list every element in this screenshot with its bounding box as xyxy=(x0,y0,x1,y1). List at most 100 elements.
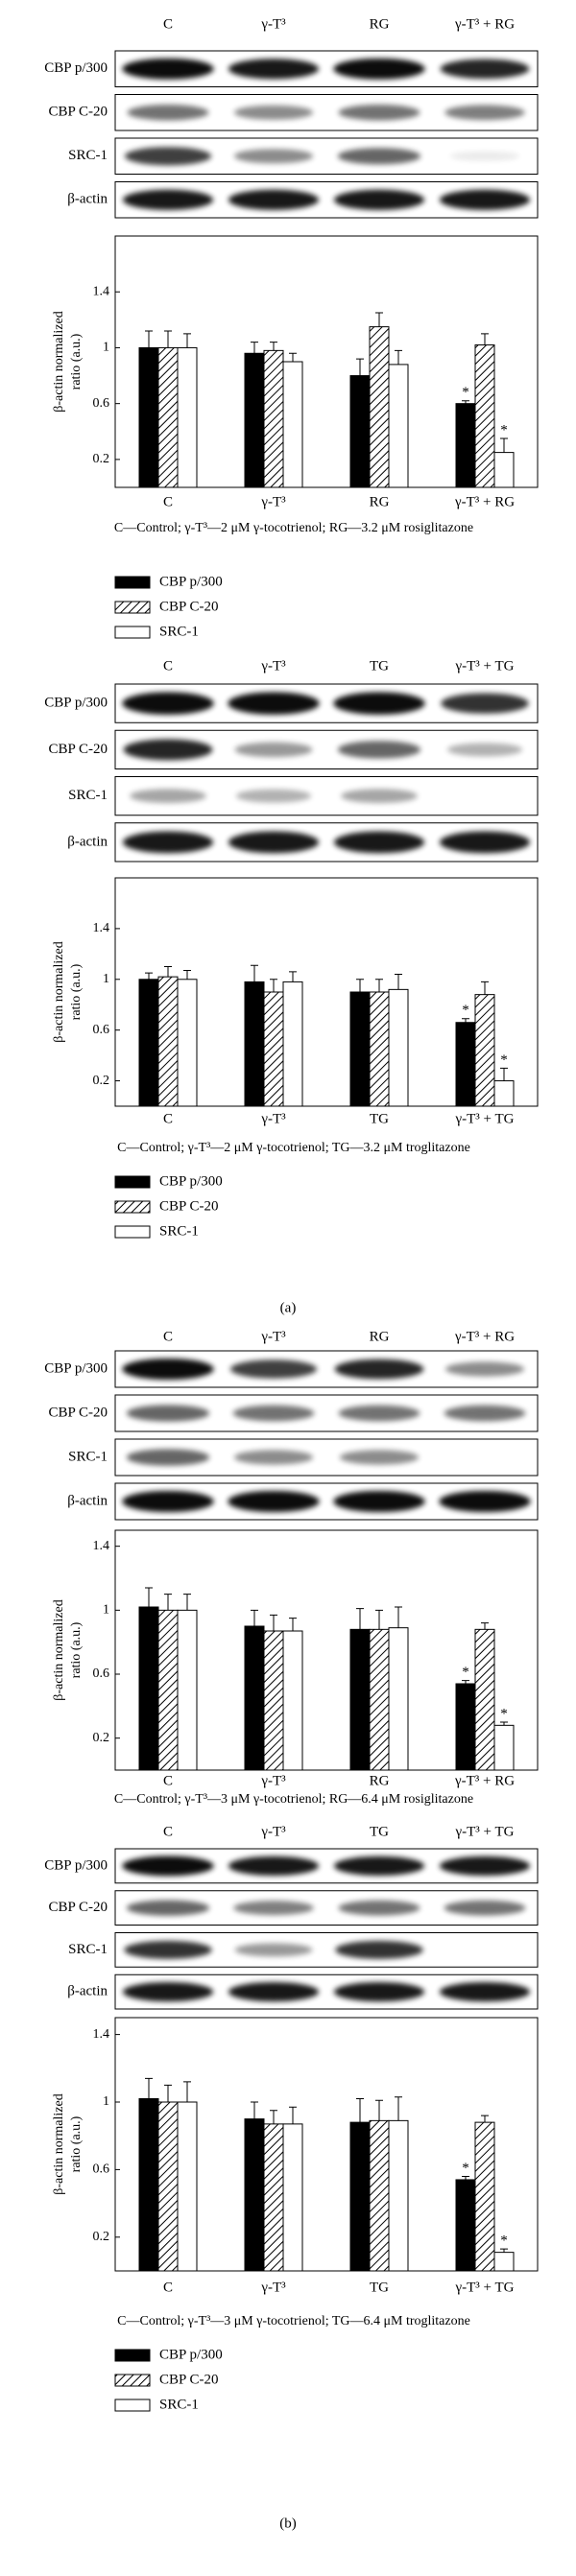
bar xyxy=(369,1628,390,1771)
blot-row-label: SRC-1 xyxy=(68,1449,108,1464)
bar xyxy=(369,326,390,488)
blot-band xyxy=(341,789,418,803)
blot-band xyxy=(126,1405,210,1422)
blot-row-label: CBP C-20 xyxy=(48,1900,108,1915)
blot-row-label: CBP C-20 xyxy=(48,1405,108,1420)
bar xyxy=(177,2101,198,2272)
bar xyxy=(157,2101,179,2272)
lane-label: RG xyxy=(370,16,390,32)
error-bar xyxy=(356,2097,364,2123)
legend-label: SRC-1 xyxy=(159,2397,199,2412)
error-bar xyxy=(500,2248,508,2253)
blot-row-label: CBP p/300 xyxy=(44,1857,108,1873)
blot-band xyxy=(333,831,425,854)
y-axis-label: β-actin normalized xyxy=(52,311,66,412)
blot-band xyxy=(333,1490,425,1513)
blot-band xyxy=(122,1855,214,1877)
x-tick-label: RG xyxy=(370,494,390,509)
blot-row-label: CBP p/300 xyxy=(44,696,108,711)
blot-band xyxy=(439,1982,531,2002)
legend-swatch xyxy=(114,1225,151,1239)
significance-star: * xyxy=(500,422,508,437)
blot-band xyxy=(228,189,320,210)
blot-band xyxy=(338,1405,420,1422)
bar xyxy=(388,988,409,1107)
error-bar xyxy=(289,352,297,362)
caption: C—Control; γ-T³—3 μM γ-tocotrienol; RG—6… xyxy=(114,1792,473,1807)
bar xyxy=(282,361,303,488)
blot-band xyxy=(233,1450,314,1465)
blot-row-label: β-actin xyxy=(67,1493,108,1508)
blot-band xyxy=(229,1359,318,1379)
bar xyxy=(388,2119,409,2272)
error-bar xyxy=(270,342,277,351)
error-bar xyxy=(183,333,191,348)
x-tick-label: C xyxy=(163,494,173,509)
y-axis-label: ratio (a.u.) xyxy=(69,333,84,390)
blot-band xyxy=(440,59,530,79)
lane-label: γ-T³ + RG xyxy=(454,16,515,32)
error-bar xyxy=(395,349,402,365)
x-tick-label: γ-T³ xyxy=(260,1111,286,1126)
blot-band xyxy=(228,692,320,715)
error-bar xyxy=(481,1622,489,1630)
lane-label: C xyxy=(163,16,173,32)
x-tick-label: TG xyxy=(370,1111,389,1126)
significance-star: * xyxy=(500,1052,508,1068)
significance-star: * xyxy=(462,1003,469,1018)
bar xyxy=(474,1628,495,1771)
error-bar xyxy=(270,2110,277,2124)
blot-band xyxy=(228,59,320,80)
blot-band xyxy=(228,831,320,854)
y-tick-label: 0.2 xyxy=(93,1731,110,1745)
blot-row-label: β-actin xyxy=(67,834,108,849)
error-bar xyxy=(375,1609,383,1630)
bar xyxy=(263,349,284,488)
error-bar xyxy=(145,330,153,348)
y-tick-label: 0.2 xyxy=(93,1074,110,1088)
error-bar xyxy=(395,1606,402,1628)
blot-band xyxy=(446,743,523,757)
legend-label: CBP p/300 xyxy=(159,1173,223,1189)
blot-band xyxy=(130,789,206,803)
blot-band xyxy=(122,692,214,715)
error-bar xyxy=(500,1067,508,1081)
blot-band xyxy=(339,1450,420,1465)
blot-band xyxy=(228,1490,320,1513)
y-axis-label: β-actin normalized xyxy=(52,2093,66,2194)
bar xyxy=(349,1628,371,1771)
blot-band xyxy=(444,1361,525,1377)
plot-frame xyxy=(114,2017,539,2272)
blot-band xyxy=(234,742,313,758)
significance-star: * xyxy=(462,2161,469,2176)
bar xyxy=(282,2123,303,2272)
error-bar xyxy=(164,966,172,978)
legend-swatch xyxy=(114,576,151,589)
lane-label: C xyxy=(163,658,173,674)
x-tick-label: γ-T³ + RG xyxy=(454,1773,515,1788)
lane-label: γ-T³ xyxy=(260,658,286,674)
error-bar xyxy=(164,1594,172,1611)
legend-swatch xyxy=(114,2349,151,2362)
plot-frame xyxy=(114,1529,539,1771)
lane-label: γ-T³ xyxy=(260,1824,286,1839)
error-bar xyxy=(164,330,172,348)
error-bar xyxy=(183,2081,191,2102)
y-axis-label: β-actin normalized xyxy=(52,1599,66,1700)
bar xyxy=(282,1630,303,1771)
x-tick-label: TG xyxy=(370,2280,389,2295)
error-bar xyxy=(356,979,364,992)
error-bar xyxy=(289,1618,297,1631)
legend-swatch xyxy=(114,626,151,639)
blot-band xyxy=(333,189,425,210)
x-tick-label: γ-T³ + TG xyxy=(455,1111,515,1126)
blot-band xyxy=(124,147,212,166)
blot-band xyxy=(338,1900,420,1916)
legend-label: CBP C-20 xyxy=(159,2372,219,2387)
blot-row-label: SRC-1 xyxy=(68,1942,108,1957)
bar xyxy=(369,991,390,1107)
y-tick-label: 0.2 xyxy=(93,452,110,466)
blot-band xyxy=(234,1943,313,1957)
error-bar xyxy=(375,979,383,992)
